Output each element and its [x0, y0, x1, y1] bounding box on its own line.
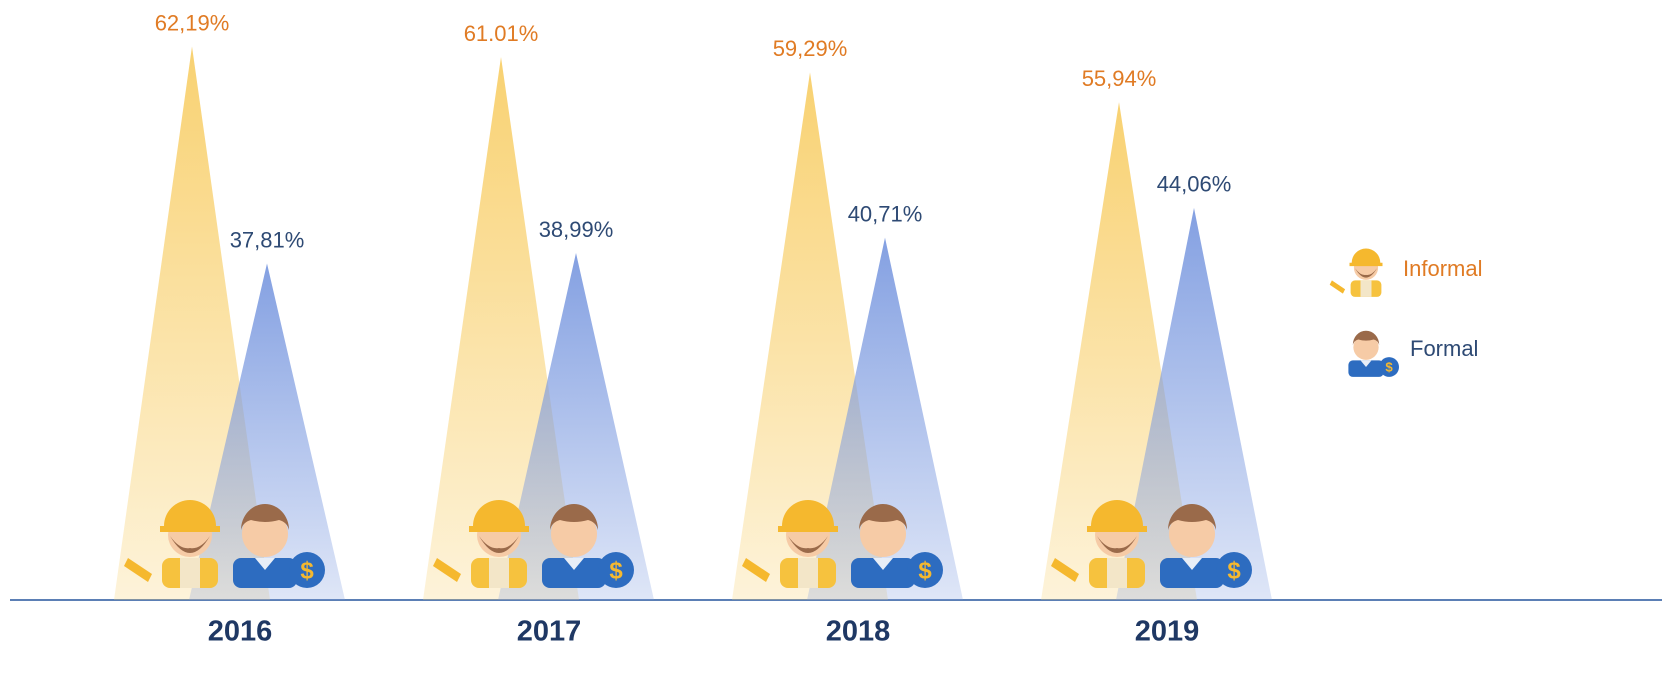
icon-dollar: $ [1227, 557, 1241, 584]
value-label: 59,29% [773, 36, 848, 61]
formal-icon: $ [1348, 330, 1399, 377]
icon-body [233, 558, 297, 588]
x-tick-label: 2016 [208, 616, 273, 648]
value-label: 55,94% [1082, 66, 1157, 91]
icon-face [551, 511, 597, 557]
icon-beard [1097, 536, 1137, 553]
icon-hair [1168, 504, 1216, 530]
icon-coin [1216, 552, 1252, 588]
value-label: 61.01% [464, 21, 539, 46]
icon-wrench [433, 558, 461, 582]
icon-hat [1087, 500, 1147, 532]
icon-hat [160, 500, 220, 532]
icon-dollar: $ [1385, 360, 1393, 375]
x-tick-label: 2018 [826, 616, 891, 648]
icon-hair [859, 504, 907, 530]
icon-shirt [1107, 558, 1127, 588]
icon-dollar: $ [609, 557, 623, 584]
icon-beard [170, 536, 210, 553]
formal-icon: $ [1160, 504, 1252, 588]
informal-icon [742, 500, 838, 588]
icon-wrench [742, 558, 770, 582]
informal-icon [433, 500, 529, 588]
icon-face [1353, 334, 1379, 360]
icon-wrench [1051, 558, 1079, 582]
icon-beard [479, 536, 519, 553]
icon-hat [469, 500, 529, 532]
icon-wrench [1329, 280, 1346, 294]
icon-hat [1349, 248, 1383, 267]
informal-icon [124, 500, 220, 588]
icon-face [1169, 511, 1215, 557]
formal-icon: $ [233, 504, 325, 588]
icon-collar [1360, 360, 1372, 367]
icon-hair [241, 504, 289, 530]
value-label: 44,06% [1157, 172, 1232, 197]
icon-collar [255, 558, 275, 570]
value-label: 38,99% [539, 217, 614, 242]
icon-shirt [1360, 280, 1372, 297]
icon-coin [289, 552, 325, 588]
icon-collar [1182, 558, 1202, 570]
spike [498, 252, 654, 600]
icon-face [860, 511, 906, 557]
value-label: 40,71% [848, 201, 923, 226]
icon-coin [1379, 357, 1399, 377]
icon-face [242, 511, 288, 557]
spike [1116, 207, 1272, 600]
icon-hat [778, 500, 838, 532]
legend-label: Informal [1403, 256, 1482, 281]
x-tick-label: 2017 [517, 616, 582, 648]
icon-beard [788, 536, 828, 553]
icon-body [851, 558, 915, 588]
icon-wrench [124, 558, 152, 582]
icon-beard [1355, 268, 1377, 278]
icon-coin [598, 552, 634, 588]
icon-body [542, 558, 606, 588]
icon-hair [1352, 330, 1380, 345]
icon-dollar: $ [918, 557, 932, 584]
value-label: 37,81% [230, 227, 305, 252]
formal-icon: $ [542, 504, 634, 588]
spike [807, 237, 963, 600]
spike [189, 263, 345, 600]
icon-shirt [180, 558, 200, 588]
icon-collar [564, 558, 584, 570]
icon-hair [550, 504, 598, 530]
icon-dollar: $ [300, 557, 314, 584]
icon-body [1348, 360, 1384, 377]
legend-label: Formal [1410, 336, 1478, 361]
informal-icon [1051, 500, 1147, 588]
value-label: 62,19% [155, 10, 230, 35]
icon-collar [873, 558, 893, 570]
x-tick-label: 2019 [1135, 616, 1200, 648]
icon-shirt [489, 558, 509, 588]
informal-icon [1329, 248, 1383, 297]
icon-coin [907, 552, 943, 588]
icon-body [1160, 558, 1224, 588]
icon-shirt [798, 558, 818, 588]
formal-icon: $ [851, 504, 943, 588]
